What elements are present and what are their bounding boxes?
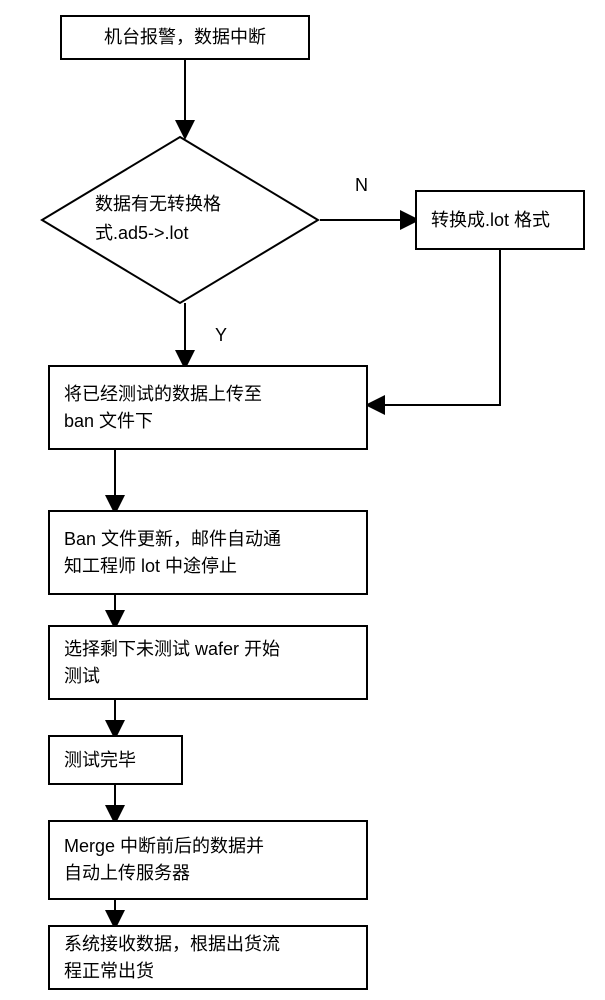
- final-line1: 系统接收数据，根据出货流: [64, 934, 280, 954]
- node-done: 测试完毕: [48, 735, 183, 785]
- edge-select-done: [100, 700, 130, 740]
- decision-text: 数据有无转换格 式.ad5->.lot: [95, 190, 285, 248]
- node-final: 系统接收数据，根据出货流 程正常出货: [48, 925, 368, 990]
- edge-convert-upload: [365, 250, 515, 415]
- node-start-label: 机台报警，数据中断: [104, 24, 266, 51]
- merge-line2: 自动上传服务器: [64, 863, 190, 883]
- flowchart-container: 机台报警，数据中断 数据有无转换格 式.ad5->.lot N 转换成.lot: [0, 0, 605, 1000]
- edge-done-merge: [100, 785, 130, 825]
- node-upload: 将已经测试的数据上传至 ban 文件下: [48, 365, 368, 450]
- select-line2: 测试: [64, 666, 100, 686]
- decision-line2: 式.ad5->.lot: [95, 223, 189, 243]
- ban-line2: 知工程师 lot 中途停止: [64, 556, 237, 576]
- edge-decision-convert: [320, 205, 420, 235]
- node-ban: Ban 文件更新，邮件自动通 知工程师 lot 中途停止: [48, 510, 368, 595]
- node-decision: 数据有无转换格 式.ad5->.lot: [40, 135, 320, 305]
- final-line2: 程正常出货: [64, 961, 154, 981]
- edge-start-decision: [170, 60, 200, 140]
- merge-line1: Merge 中断前后的数据并: [64, 836, 264, 856]
- node-merge: Merge 中断前后的数据并 自动上传服务器: [48, 820, 368, 900]
- edge-label-y: Y: [215, 325, 227, 346]
- edge-label-n: N: [355, 175, 368, 196]
- upload-line1: 将已经测试的数据上传至: [64, 384, 262, 404]
- node-start: 机台报警，数据中断: [60, 15, 310, 60]
- upload-line2: ban 文件下: [64, 411, 153, 431]
- select-line1: 选择剩下未测试 wafer 开始: [64, 639, 280, 659]
- decision-line1: 数据有无转换格: [95, 194, 221, 214]
- node-select: 选择剩下未测试 wafer 开始 测试: [48, 625, 368, 700]
- convert-label: 转换成.lot 格式: [431, 207, 550, 234]
- edge-decision-upload: [170, 303, 200, 370]
- edge-upload-ban: [100, 450, 130, 515]
- node-convert: 转换成.lot 格式: [415, 190, 585, 250]
- ban-line1: Ban 文件更新，邮件自动通: [64, 529, 281, 549]
- done-label: 测试完毕: [64, 747, 136, 774]
